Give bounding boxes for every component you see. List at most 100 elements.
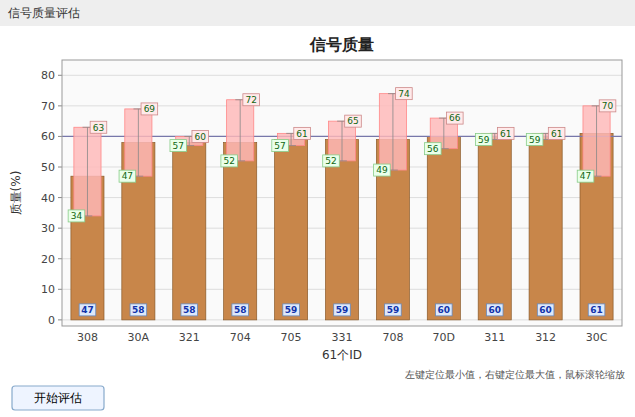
bar xyxy=(173,143,206,320)
min-label: 59 xyxy=(529,135,541,145)
max-label-bg xyxy=(548,127,565,139)
max-label: 65 xyxy=(347,116,358,126)
y-tick xyxy=(58,136,62,137)
range-whisker xyxy=(138,109,139,176)
max-label-bg xyxy=(294,127,311,139)
range-whisker xyxy=(240,100,241,161)
plot-background xyxy=(62,60,622,326)
y-axis-label: 质量(%) xyxy=(9,171,23,216)
max-label-bg xyxy=(497,127,514,139)
y-tick-label: 70 xyxy=(41,100,55,113)
y-tick xyxy=(58,319,62,320)
min-label-group: 34 xyxy=(68,210,85,222)
range-whisker xyxy=(291,133,292,145)
avg-label-bg xyxy=(334,304,351,316)
max-label-group: 60 xyxy=(192,130,209,142)
max-label: 61 xyxy=(500,129,511,139)
min-label-group: 59 xyxy=(526,133,543,145)
x-tick-label: 30C xyxy=(586,331,608,344)
avg-label-group: 59 xyxy=(283,304,300,316)
avg-label-bg xyxy=(436,304,453,316)
min-label: 52 xyxy=(223,156,234,166)
min-label-group: 47 xyxy=(577,170,594,182)
avg-label-group: 47 xyxy=(79,304,96,316)
min-label: 47 xyxy=(122,171,133,181)
bar xyxy=(529,136,562,319)
max-label-group: 66 xyxy=(447,112,464,124)
x-tick-label: 70D xyxy=(433,331,455,344)
min-label: 57 xyxy=(274,141,285,151)
y-tick xyxy=(58,258,62,259)
avg-label-bg xyxy=(283,304,300,316)
range-box xyxy=(74,127,101,216)
avg-label-bg xyxy=(181,304,198,316)
chart-root: 信号质量评估信号质量010203040506070804758585859595… xyxy=(0,0,635,417)
max-label-group: 61 xyxy=(548,127,565,139)
max-label: 61 xyxy=(551,129,562,139)
max-label: 66 xyxy=(449,113,461,123)
window-title: 信号质量评估 xyxy=(8,6,80,20)
max-label-group: 63 xyxy=(90,121,107,133)
start-button[interactable]: 开始评估 xyxy=(12,386,104,410)
range-whisker xyxy=(596,106,597,176)
min-label: 56 xyxy=(427,144,439,154)
avg-label-bg xyxy=(486,304,503,316)
max-label: 74 xyxy=(398,89,410,99)
avg-label: 58 xyxy=(234,305,247,315)
max-label-bg xyxy=(599,100,616,112)
avg-label-bg xyxy=(537,304,554,316)
min-label-bg xyxy=(119,170,136,182)
min-label: 59 xyxy=(478,135,490,145)
range-whisker xyxy=(392,94,393,170)
y-tick xyxy=(58,75,62,76)
avg-label: 60 xyxy=(488,305,501,315)
min-label-group: 57 xyxy=(272,140,289,152)
x-tick-label: 705 xyxy=(281,331,302,344)
max-label-bg xyxy=(192,130,209,142)
max-label-bg xyxy=(141,103,158,115)
min-label: 49 xyxy=(376,165,388,175)
chart-title: 信号质量 xyxy=(309,35,374,54)
x-tick-label: 708 xyxy=(382,331,403,344)
max-label-group: 72 xyxy=(243,94,260,106)
x-tick-label: 308 xyxy=(77,331,98,344)
avg-label: 47 xyxy=(81,305,94,315)
max-label-bg xyxy=(243,94,260,106)
max-label-group: 61 xyxy=(294,127,311,139)
min-label-bg xyxy=(68,210,85,222)
x-axis-label: 61个ID xyxy=(322,348,362,362)
max-label: 70 xyxy=(602,101,614,111)
min-label-bg xyxy=(577,170,594,182)
y-tick xyxy=(58,228,62,229)
avg-label-group: 60 xyxy=(436,304,453,316)
y-tick xyxy=(58,197,62,198)
y-tick-label: 50 xyxy=(41,161,55,174)
bar xyxy=(478,136,511,319)
min-label-bg xyxy=(526,133,543,145)
avg-label-bg xyxy=(79,304,96,316)
y-tick-label: 40 xyxy=(41,192,55,205)
y-tick-label: 10 xyxy=(41,283,55,296)
max-label-group: 61 xyxy=(497,127,514,139)
y-tick xyxy=(58,289,62,290)
start-button-label[interactable]: 开始评估 xyxy=(34,391,82,405)
range-whisker xyxy=(443,118,444,149)
x-tick-label: 30A xyxy=(128,331,150,344)
min-label-bg xyxy=(272,140,289,152)
avg-label: 60 xyxy=(539,305,552,315)
min-label-group: 59 xyxy=(475,133,492,145)
range-box xyxy=(583,106,610,176)
range-whisker xyxy=(342,121,343,161)
y-tick xyxy=(58,167,62,168)
min-label-bg xyxy=(323,155,340,167)
min-label-group: 56 xyxy=(425,143,442,155)
range-box xyxy=(379,94,406,170)
avg-label: 58 xyxy=(132,305,145,315)
start-button-bg[interactable] xyxy=(12,386,104,410)
min-label: 52 xyxy=(325,156,336,166)
avg-label-bg xyxy=(385,304,402,316)
min-label-group: 52 xyxy=(323,155,340,167)
y-tick-label: 20 xyxy=(41,253,55,266)
range-whisker xyxy=(494,133,495,139)
min-label-bg xyxy=(475,133,492,145)
